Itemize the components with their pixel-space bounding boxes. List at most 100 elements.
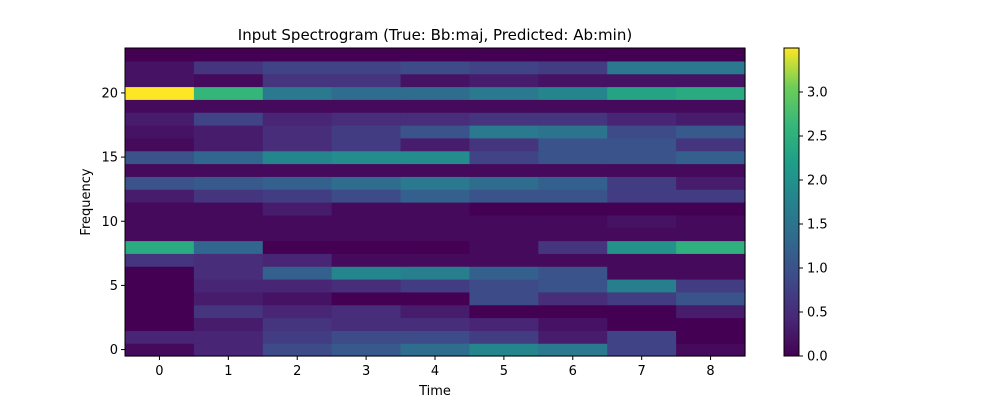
heatmap-cell bbox=[469, 202, 539, 216]
heatmap-cell bbox=[262, 125, 333, 139]
heatmap-cell bbox=[331, 112, 402, 126]
heatmap-cell bbox=[125, 214, 195, 229]
heatmap-cell bbox=[469, 163, 539, 177]
heatmap-cell bbox=[262, 317, 333, 331]
heatmap-cell bbox=[538, 343, 608, 357]
heatmap-cell bbox=[676, 150, 746, 165]
heatmap-cell bbox=[400, 150, 471, 165]
heatmap-cell bbox=[469, 214, 539, 229]
heatmap-cell bbox=[538, 112, 608, 126]
heatmap-cell bbox=[400, 86, 471, 100]
heatmap-cell bbox=[193, 317, 264, 331]
heatmap-cell bbox=[676, 227, 746, 242]
heatmap-cell bbox=[125, 317, 195, 331]
heatmap-cell bbox=[331, 86, 402, 100]
heatmap-cell bbox=[676, 304, 746, 319]
heatmap-cell bbox=[676, 317, 746, 331]
heatmap-cells bbox=[125, 48, 746, 357]
heatmap-cell bbox=[607, 227, 677, 242]
heatmap-cell bbox=[331, 150, 402, 165]
x-tick-label: 7 bbox=[638, 364, 646, 379]
heatmap-cell bbox=[676, 112, 746, 126]
heatmap-cell bbox=[400, 343, 471, 357]
heatmap-cell bbox=[607, 253, 677, 267]
heatmap-cell bbox=[262, 343, 333, 357]
heatmap-cell bbox=[400, 279, 471, 293]
heatmap-cell bbox=[400, 73, 471, 88]
heatmap-cell bbox=[469, 304, 539, 319]
heatmap-cell bbox=[676, 240, 746, 254]
heatmap-cell bbox=[538, 176, 608, 190]
heatmap-cell bbox=[607, 240, 677, 254]
heatmap-cell bbox=[331, 330, 402, 344]
heatmap-cell bbox=[125, 330, 195, 344]
heatmap-cell bbox=[193, 99, 264, 113]
heatmap-cell bbox=[331, 240, 402, 254]
heatmap-cell bbox=[125, 125, 195, 139]
heatmap-cell bbox=[193, 304, 264, 319]
heatmap-cell bbox=[331, 253, 402, 267]
heatmap-cell bbox=[125, 343, 195, 357]
colorbar-tick-label: 1.0 bbox=[807, 262, 828, 277]
heatmap-cell bbox=[262, 189, 333, 203]
heatmap-cell bbox=[538, 266, 608, 280]
x-tick-label: 0 bbox=[155, 364, 163, 379]
heatmap-cell bbox=[125, 266, 195, 280]
heatmap-cell bbox=[193, 73, 264, 88]
heatmap-cell bbox=[125, 163, 195, 177]
heatmap-cell bbox=[400, 176, 471, 190]
colorbar-ticks: 0.0 0.5 1.0 1.5 2.0 2.5 3.0 bbox=[799, 86, 828, 365]
heatmap-cell bbox=[331, 343, 402, 357]
heatmap-cell bbox=[193, 112, 264, 126]
heatmap-cell bbox=[400, 99, 471, 113]
heatmap-cell bbox=[400, 253, 471, 267]
heatmap-cell bbox=[469, 112, 539, 126]
colorbar-tick-label: 0.0 bbox=[807, 350, 828, 365]
heatmap-cell bbox=[607, 266, 677, 280]
heatmap-cell bbox=[607, 60, 677, 75]
heatmap-cell bbox=[607, 137, 677, 152]
x-axis-ticks: 0 1 2 3 4 5 6 7 8 bbox=[155, 356, 715, 379]
heatmap-cell bbox=[400, 317, 471, 331]
heatmap-cell bbox=[469, 266, 539, 280]
x-tick-label: 6 bbox=[569, 364, 577, 379]
heatmap-cell bbox=[125, 227, 195, 242]
heatmap-cell bbox=[262, 73, 333, 88]
heatmap-cell bbox=[262, 240, 333, 254]
heatmap-cell bbox=[469, 99, 539, 113]
heatmap-cell bbox=[262, 279, 333, 293]
heatmap-cell bbox=[193, 291, 264, 306]
heatmap-cell bbox=[331, 163, 402, 177]
heatmap-cell bbox=[400, 240, 471, 254]
heatmap-cell bbox=[331, 176, 402, 190]
heatmap-cell bbox=[400, 112, 471, 126]
heatmap-cell bbox=[676, 330, 746, 344]
heatmap-cell bbox=[262, 227, 333, 242]
heatmap-cell bbox=[676, 48, 746, 62]
heatmap-cell bbox=[607, 343, 677, 357]
y-tick-label: 15 bbox=[101, 151, 118, 166]
heatmap-cell bbox=[331, 137, 402, 152]
heatmap-cell bbox=[469, 48, 539, 62]
heatmap-cell bbox=[676, 266, 746, 280]
heatmap-cell bbox=[400, 125, 471, 139]
x-tick-label: 2 bbox=[293, 364, 301, 379]
heatmap-cell bbox=[538, 214, 608, 229]
heatmap-cell bbox=[676, 125, 746, 139]
heatmap-cell bbox=[676, 86, 746, 100]
heatmap-cell bbox=[607, 125, 677, 139]
chart-title: Input Spectrogram (True: Bb:maj, Predict… bbox=[238, 26, 632, 44]
heatmap-cell bbox=[607, 279, 677, 293]
heatmap-cell bbox=[538, 330, 608, 344]
heatmap-cell bbox=[331, 48, 402, 62]
heatmap-cell bbox=[607, 150, 677, 165]
heatmap-cell bbox=[331, 202, 402, 216]
heatmap-cell bbox=[538, 189, 608, 203]
heatmap-cell bbox=[193, 125, 264, 139]
heatmap-cell bbox=[331, 214, 402, 229]
heatmap-cell bbox=[607, 317, 677, 331]
heatmap-cell bbox=[262, 214, 333, 229]
heatmap-cell bbox=[538, 253, 608, 267]
heatmap-cell bbox=[469, 73, 539, 88]
heatmap-cell bbox=[607, 304, 677, 319]
